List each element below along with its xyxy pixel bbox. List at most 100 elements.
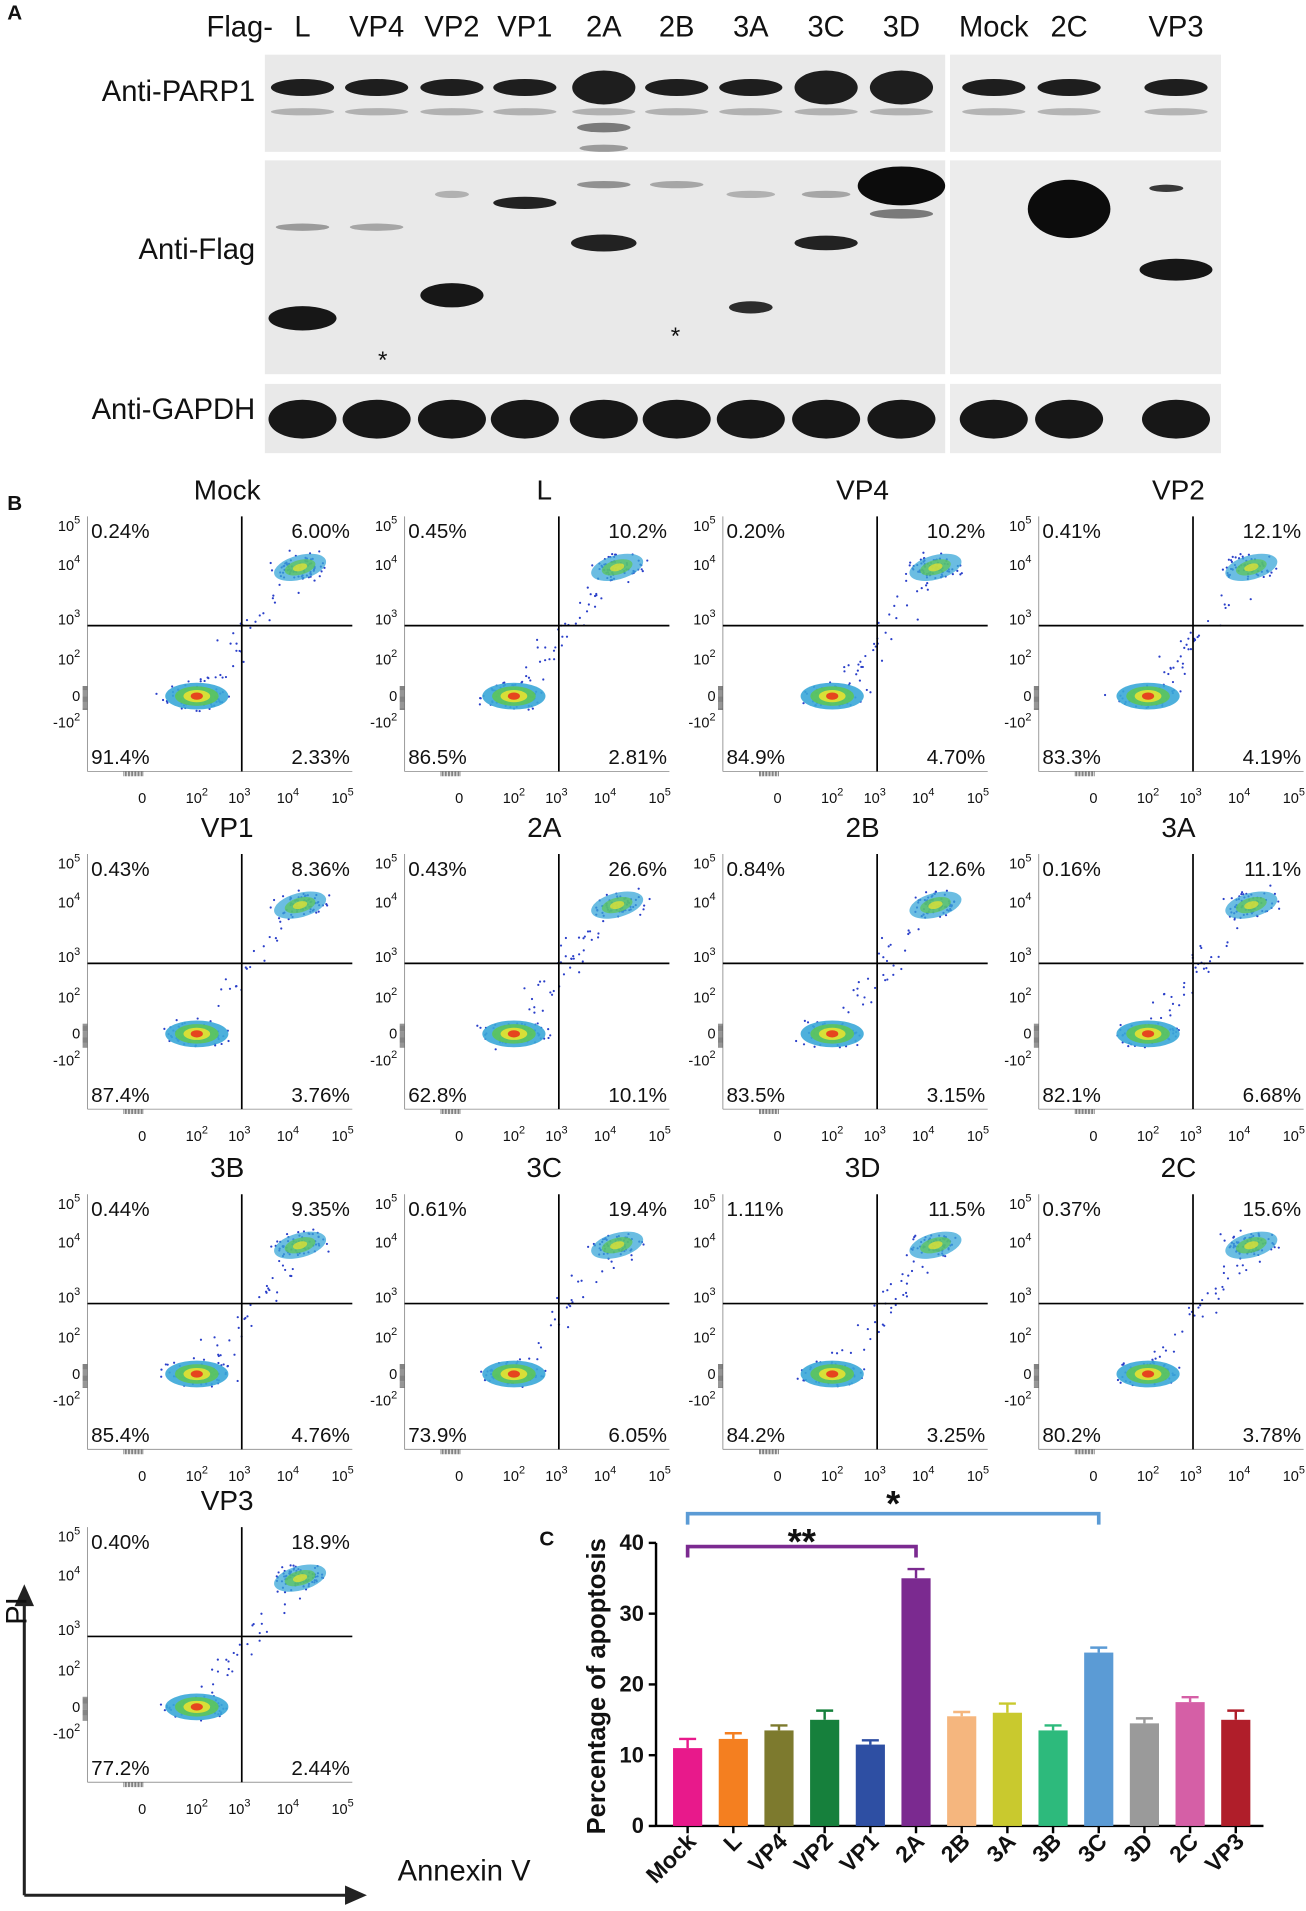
density-core <box>826 1370 839 1378</box>
event-dot <box>527 708 530 711</box>
axis-tick-label: 103 <box>58 1619 80 1639</box>
tick-base: 10 <box>375 653 391 669</box>
event-dot <box>548 658 551 661</box>
event-dot <box>227 1667 230 1671</box>
bar <box>992 1712 1022 1826</box>
event-dot <box>1222 1265 1226 1268</box>
tick-exp: 2 <box>1025 1326 1031 1338</box>
event-dot <box>1238 1272 1241 1275</box>
quadrant-percent: 84.2% <box>727 1424 786 1447</box>
axis-tick-label: 105 <box>375 852 397 872</box>
event-dot <box>883 1324 886 1327</box>
event-dot <box>926 588 929 591</box>
tick-base: 10 <box>1009 1236 1025 1252</box>
y-tick-label: 10 <box>620 1742 644 1767</box>
event-dot <box>916 590 919 593</box>
event-dot <box>317 910 320 913</box>
tick-exp: 2 <box>519 1124 525 1136</box>
event-dot <box>610 1260 613 1263</box>
quadrant-percent: 2.33% <box>291 746 350 769</box>
event-dot <box>1275 567 1278 570</box>
event-dot <box>1227 558 1230 561</box>
blot-band <box>869 208 934 219</box>
event-dot <box>578 616 581 619</box>
event-dot <box>590 938 593 941</box>
event-dot <box>914 896 917 899</box>
density-core <box>292 563 308 572</box>
tick-base: 10 <box>1137 1129 1153 1145</box>
quadrant-percent: 85.4% <box>91 1424 150 1447</box>
axis-tick-label: 103 <box>693 608 715 628</box>
density-core <box>826 692 839 700</box>
event-dot <box>591 564 594 567</box>
tick-exp: 3 <box>391 608 397 620</box>
event-dot <box>289 1274 292 1277</box>
flow-title: 2A <box>527 812 562 843</box>
blot-band <box>420 283 484 308</box>
axis-tick-label: 0 <box>1023 689 1031 705</box>
panel-label: B <box>7 492 22 515</box>
event-dot <box>283 1603 286 1606</box>
tick-base: 10 <box>693 1236 709 1252</box>
event-dot <box>1217 955 1220 958</box>
event-dot <box>1201 1298 1204 1302</box>
tick-base: 10 <box>58 990 74 1006</box>
quadrant-percent: 82.1% <box>1042 1084 1101 1107</box>
event-dot <box>235 642 238 645</box>
axis-tick-label: 103 <box>58 1286 80 1306</box>
tick-base: 10 <box>594 1129 610 1145</box>
event-dot <box>1222 1288 1225 1291</box>
tick-base: 10 <box>864 1469 880 1485</box>
event-dot <box>1233 918 1236 921</box>
blot-band <box>577 122 631 133</box>
event-dot <box>813 1045 816 1048</box>
event-dot <box>889 1311 893 1314</box>
flow-title: 3A <box>1161 812 1196 843</box>
lane-label: L <box>294 11 310 43</box>
event-dot <box>577 936 581 939</box>
axis-tick-label: -102 <box>688 1049 715 1069</box>
event-dot <box>252 1622 255 1626</box>
blot-band <box>1035 399 1104 439</box>
event-dot <box>574 622 577 625</box>
tick-base: 10 <box>58 612 74 628</box>
blot-band <box>1139 258 1213 281</box>
event-dot <box>1187 1306 1191 1309</box>
tick-exp: 4 <box>1244 787 1250 799</box>
axis-tick-label: 0 <box>707 1367 715 1383</box>
event-dot <box>1241 555 1244 558</box>
tick-exp: 5 <box>983 1124 989 1136</box>
tick-base: 0 <box>773 1469 781 1485</box>
tick-exp: 5 <box>391 515 397 527</box>
event-dot <box>1187 637 1190 640</box>
event-dot <box>589 593 592 596</box>
tick-exp: 4 <box>610 1465 616 1477</box>
event-dot <box>1121 1363 1124 1366</box>
tick-base: 10 <box>545 1469 561 1485</box>
tick-base: 10 <box>912 1129 928 1145</box>
event-dot <box>238 1643 241 1646</box>
event-dot <box>297 1231 300 1234</box>
event-dot <box>550 993 554 996</box>
tick-exp: 5 <box>709 852 715 864</box>
axis-tick-label: 0 <box>72 1027 80 1043</box>
event-dot <box>1171 1002 1175 1005</box>
axis-tick-label: 104 <box>58 553 80 573</box>
event-dot <box>843 665 846 669</box>
event-dot <box>1176 660 1179 663</box>
tick-exp: 2 <box>519 1465 525 1477</box>
event-dot <box>226 1673 229 1677</box>
event-dot <box>1223 603 1226 606</box>
tick-exp: 4 <box>391 891 397 903</box>
event-dot <box>560 644 563 647</box>
axis-tick-label: 105 <box>331 787 353 807</box>
event-dot <box>553 1318 557 1321</box>
tick-base: 0 <box>773 1129 781 1145</box>
tick-exp: 4 <box>1025 1231 1031 1243</box>
tick-base: -10 <box>53 1726 74 1742</box>
tick-base: 10 <box>375 1236 391 1252</box>
event-dot <box>880 659 884 662</box>
event-dot <box>272 594 275 597</box>
tick-base: 0 <box>1023 1367 1031 1383</box>
tick-exp: 4 <box>1025 553 1031 565</box>
